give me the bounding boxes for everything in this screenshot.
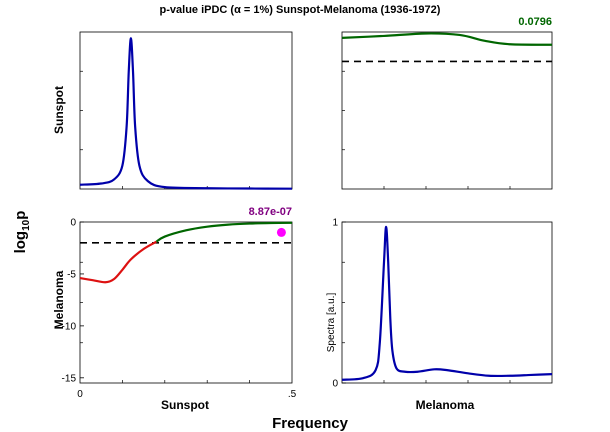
panel-sunspot-spectrum bbox=[79, 31, 293, 190]
y-tick-label: -5 bbox=[67, 269, 76, 280]
panel-sunspot-to-melanoma-pvalue: 8.87e-070-5-10-150.5 bbox=[62, 206, 297, 400]
row-label-sunspot: Sunspot bbox=[52, 86, 66, 134]
axes-frame bbox=[79, 31, 293, 190]
y-tick-label: 0 bbox=[70, 218, 76, 229]
x-axis-label: Frequency bbox=[272, 415, 349, 432]
y-tick-label: -10 bbox=[62, 321, 77, 332]
pvalue-line bbox=[341, 32, 553, 46]
pvalue-label: 0.0796 bbox=[518, 16, 552, 28]
y-tick-label: 1 bbox=[332, 218, 338, 229]
col-label-sunspot: Sunspot bbox=[161, 398, 209, 412]
col-label-melanoma: Melanoma bbox=[416, 398, 475, 412]
y-axis-label: log10p bbox=[12, 211, 32, 254]
y-tick-label: -15 bbox=[62, 373, 77, 384]
axes-frame bbox=[341, 31, 553, 190]
x-tick-label: 0 bbox=[77, 389, 83, 400]
pvalue-significant-line bbox=[79, 240, 157, 284]
pvalue-line bbox=[155, 221, 293, 243]
panel-melanoma-spectrum: 0 1 Spectra [a.u.] bbox=[326, 218, 553, 390]
spectrum-line bbox=[79, 37, 293, 190]
panel-y-label: Spectra [a.u.] bbox=[326, 293, 337, 353]
figure-title: p-value iPDC (α = 1%) Sunspot-Melanoma (… bbox=[160, 4, 441, 16]
pvalue-marker bbox=[276, 227, 286, 237]
row-label-melanoma: Melanoma bbox=[52, 270, 66, 329]
panel-melanoma-to-sunspot-pvalue: 0.0796 bbox=[341, 16, 553, 190]
y-tick-label: 0 bbox=[332, 379, 338, 390]
x-tick-label: .5 bbox=[288, 389, 297, 400]
spectrum-line bbox=[341, 225, 553, 381]
pvalue-label: 8.87e-07 bbox=[249, 206, 292, 218]
axes-frame bbox=[79, 221, 293, 384]
axes-frame bbox=[341, 221, 553, 384]
